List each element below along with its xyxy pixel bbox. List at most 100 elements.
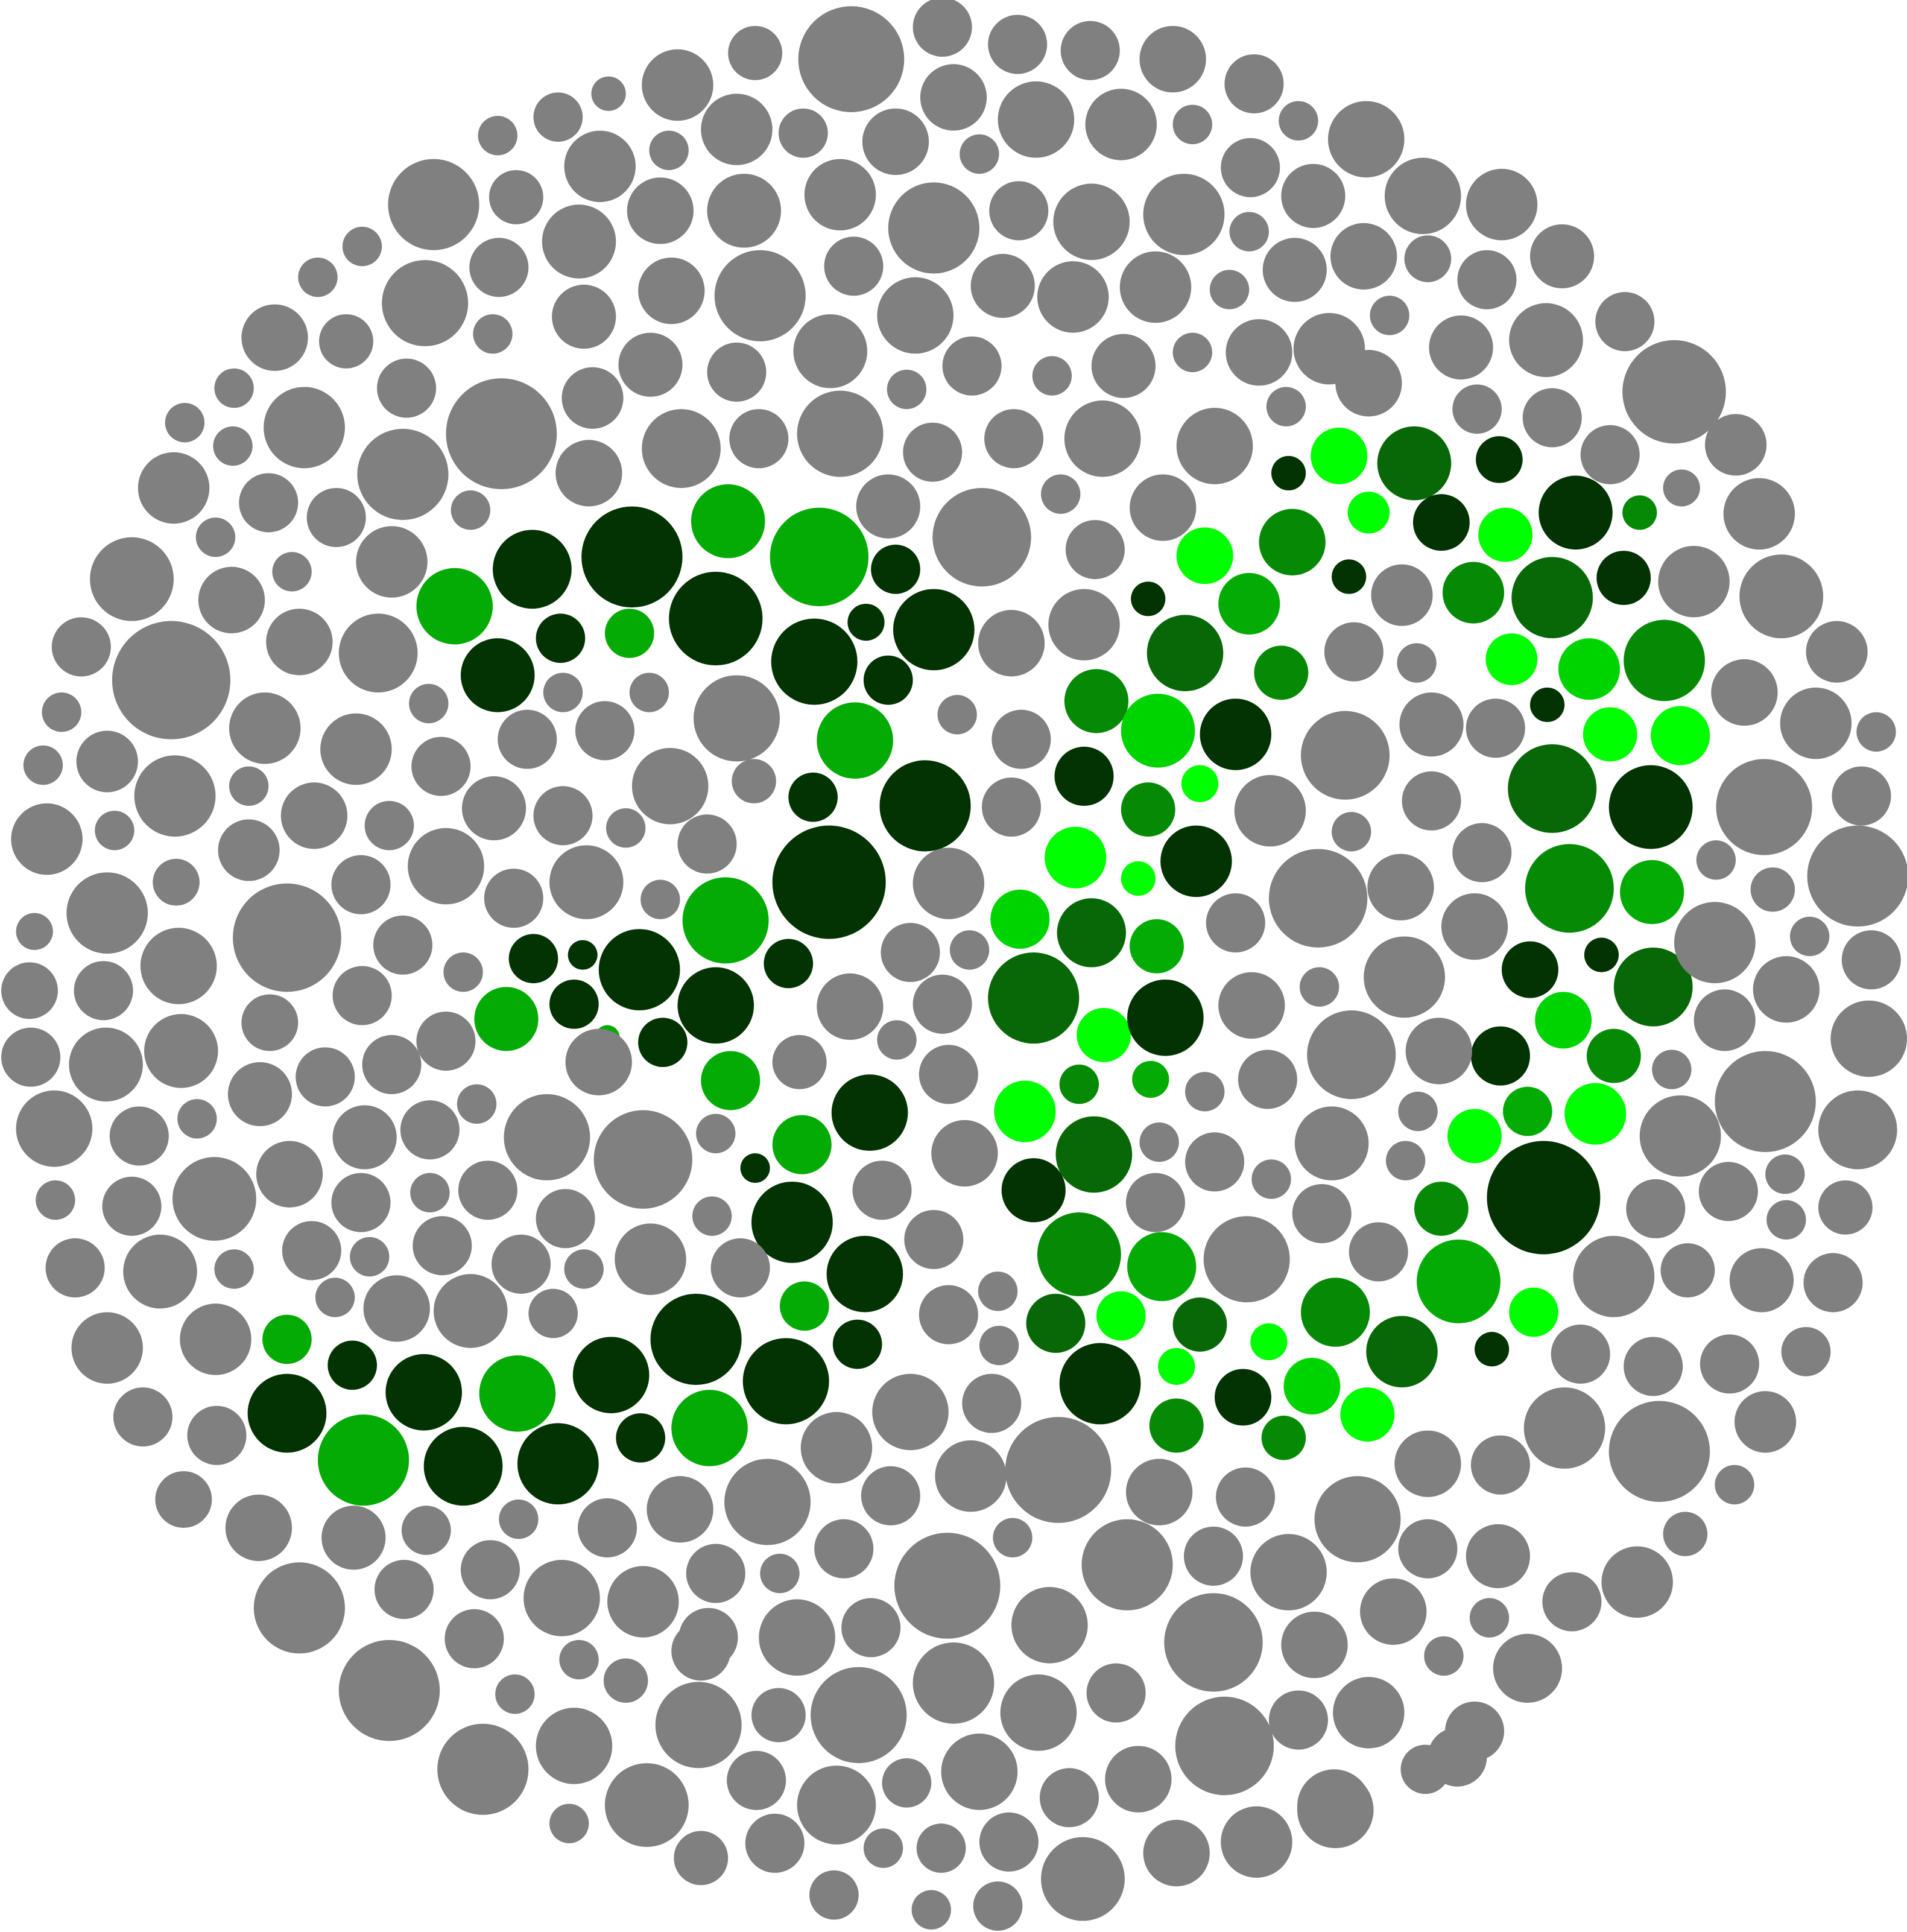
gray-dot xyxy=(400,1100,460,1160)
gray-dot xyxy=(11,803,83,875)
green-dot xyxy=(1608,765,1693,849)
green-dot xyxy=(1475,1332,1510,1367)
green-dot xyxy=(1511,557,1593,639)
gray-dot xyxy=(489,169,543,224)
gray-dot xyxy=(319,314,373,369)
gray-dot xyxy=(877,277,954,354)
gray-dot xyxy=(798,6,905,112)
green-dot xyxy=(327,1340,378,1390)
gray-dot xyxy=(23,745,63,785)
gray-dot xyxy=(674,1831,729,1886)
gray-dot xyxy=(256,1141,323,1208)
green-dot xyxy=(568,940,598,970)
green-dot xyxy=(1045,826,1107,888)
gray-dot xyxy=(797,390,884,477)
gray-dot xyxy=(1735,1391,1797,1453)
green-dot xyxy=(1055,1116,1133,1193)
gray-dot xyxy=(195,517,236,557)
gray-dot xyxy=(155,1471,212,1528)
gray-dot xyxy=(1364,936,1446,1018)
gray-dot xyxy=(239,473,299,533)
gray-dot xyxy=(1493,1633,1563,1703)
green-dot xyxy=(669,571,763,666)
green-dot xyxy=(1132,1060,1169,1098)
gray-dot xyxy=(1224,54,1284,113)
green-dot xyxy=(871,544,920,594)
green-dot xyxy=(1586,1028,1641,1083)
gray-dot xyxy=(1803,1253,1863,1313)
gray-dot xyxy=(1385,1141,1426,1180)
gray-dot xyxy=(778,108,828,158)
gray-dot xyxy=(113,1387,172,1447)
green-dot xyxy=(1054,746,1114,806)
gray-dot xyxy=(280,782,348,849)
gray-dot xyxy=(382,260,469,347)
gray-dot xyxy=(979,1325,1019,1366)
green-dot xyxy=(1057,898,1126,968)
gray-dot xyxy=(1723,478,1795,550)
gray-dot xyxy=(1399,692,1464,757)
gray-dot xyxy=(1705,414,1767,476)
gray-dot xyxy=(1238,1050,1297,1109)
green-dot xyxy=(831,1074,908,1151)
gray-dot xyxy=(469,238,529,297)
gray-dot xyxy=(1091,334,1156,398)
gray-dot xyxy=(1203,1216,1290,1303)
gray-dot xyxy=(1185,1132,1245,1192)
gray-dot xyxy=(1294,1106,1369,1180)
gray-dot xyxy=(1301,711,1390,800)
gray-dot xyxy=(373,915,432,975)
gray-dot xyxy=(962,1373,1022,1433)
gray-dot xyxy=(332,966,392,1025)
gray-dot xyxy=(919,1045,978,1104)
gray-dot xyxy=(904,1209,964,1269)
gray-dot xyxy=(225,1494,293,1562)
gray-dot xyxy=(1175,1696,1274,1796)
gray-dot xyxy=(549,845,624,919)
gray-dot xyxy=(1700,1334,1759,1394)
gray-dot xyxy=(282,1221,341,1281)
green-dot xyxy=(1037,1212,1121,1296)
gray-dot xyxy=(443,952,483,992)
gray-dot xyxy=(233,883,341,992)
gray-dot xyxy=(1469,1598,1510,1638)
gray-dot xyxy=(565,1028,632,1095)
green-dot xyxy=(1487,1141,1601,1255)
gray-dot xyxy=(728,25,783,80)
gray-dot xyxy=(478,116,517,156)
gray-dot xyxy=(331,1173,391,1232)
gray-dot xyxy=(187,1405,247,1465)
gray-dot xyxy=(1292,1184,1352,1244)
gray-dot xyxy=(401,1506,451,1555)
gray-dot xyxy=(16,1090,93,1167)
gray-dot xyxy=(1209,270,1250,309)
gray-dot xyxy=(1573,1235,1655,1317)
gray-dot xyxy=(655,1682,742,1769)
gray-dot xyxy=(724,1459,811,1545)
green-dot xyxy=(1127,1232,1197,1302)
gray-dot xyxy=(1841,930,1901,990)
gray-dot xyxy=(177,1099,217,1139)
gray-dot xyxy=(1281,163,1346,228)
gray-dot xyxy=(112,621,230,740)
gray-dot xyxy=(998,81,1075,158)
gray-dot xyxy=(1404,235,1452,282)
gray-dot xyxy=(1268,849,1368,948)
green-dot xyxy=(1149,1398,1204,1453)
gray-dot xyxy=(707,174,782,248)
gray-dot xyxy=(606,808,646,848)
gray-dot xyxy=(1397,643,1437,683)
gray-dot xyxy=(701,93,773,165)
gray-dot xyxy=(627,177,694,244)
gray-dot xyxy=(575,701,634,761)
green-dot xyxy=(650,1293,742,1385)
gray-dot xyxy=(180,1303,251,1375)
green-dot xyxy=(788,772,838,822)
green-dot xyxy=(1485,633,1538,685)
gray-dot xyxy=(1299,967,1339,1007)
gray-dot xyxy=(1011,1586,1088,1664)
gray-dot xyxy=(357,428,449,521)
green-dot xyxy=(771,618,858,705)
gray-dot xyxy=(1125,1173,1186,1232)
gray-dot xyxy=(1608,1401,1710,1503)
